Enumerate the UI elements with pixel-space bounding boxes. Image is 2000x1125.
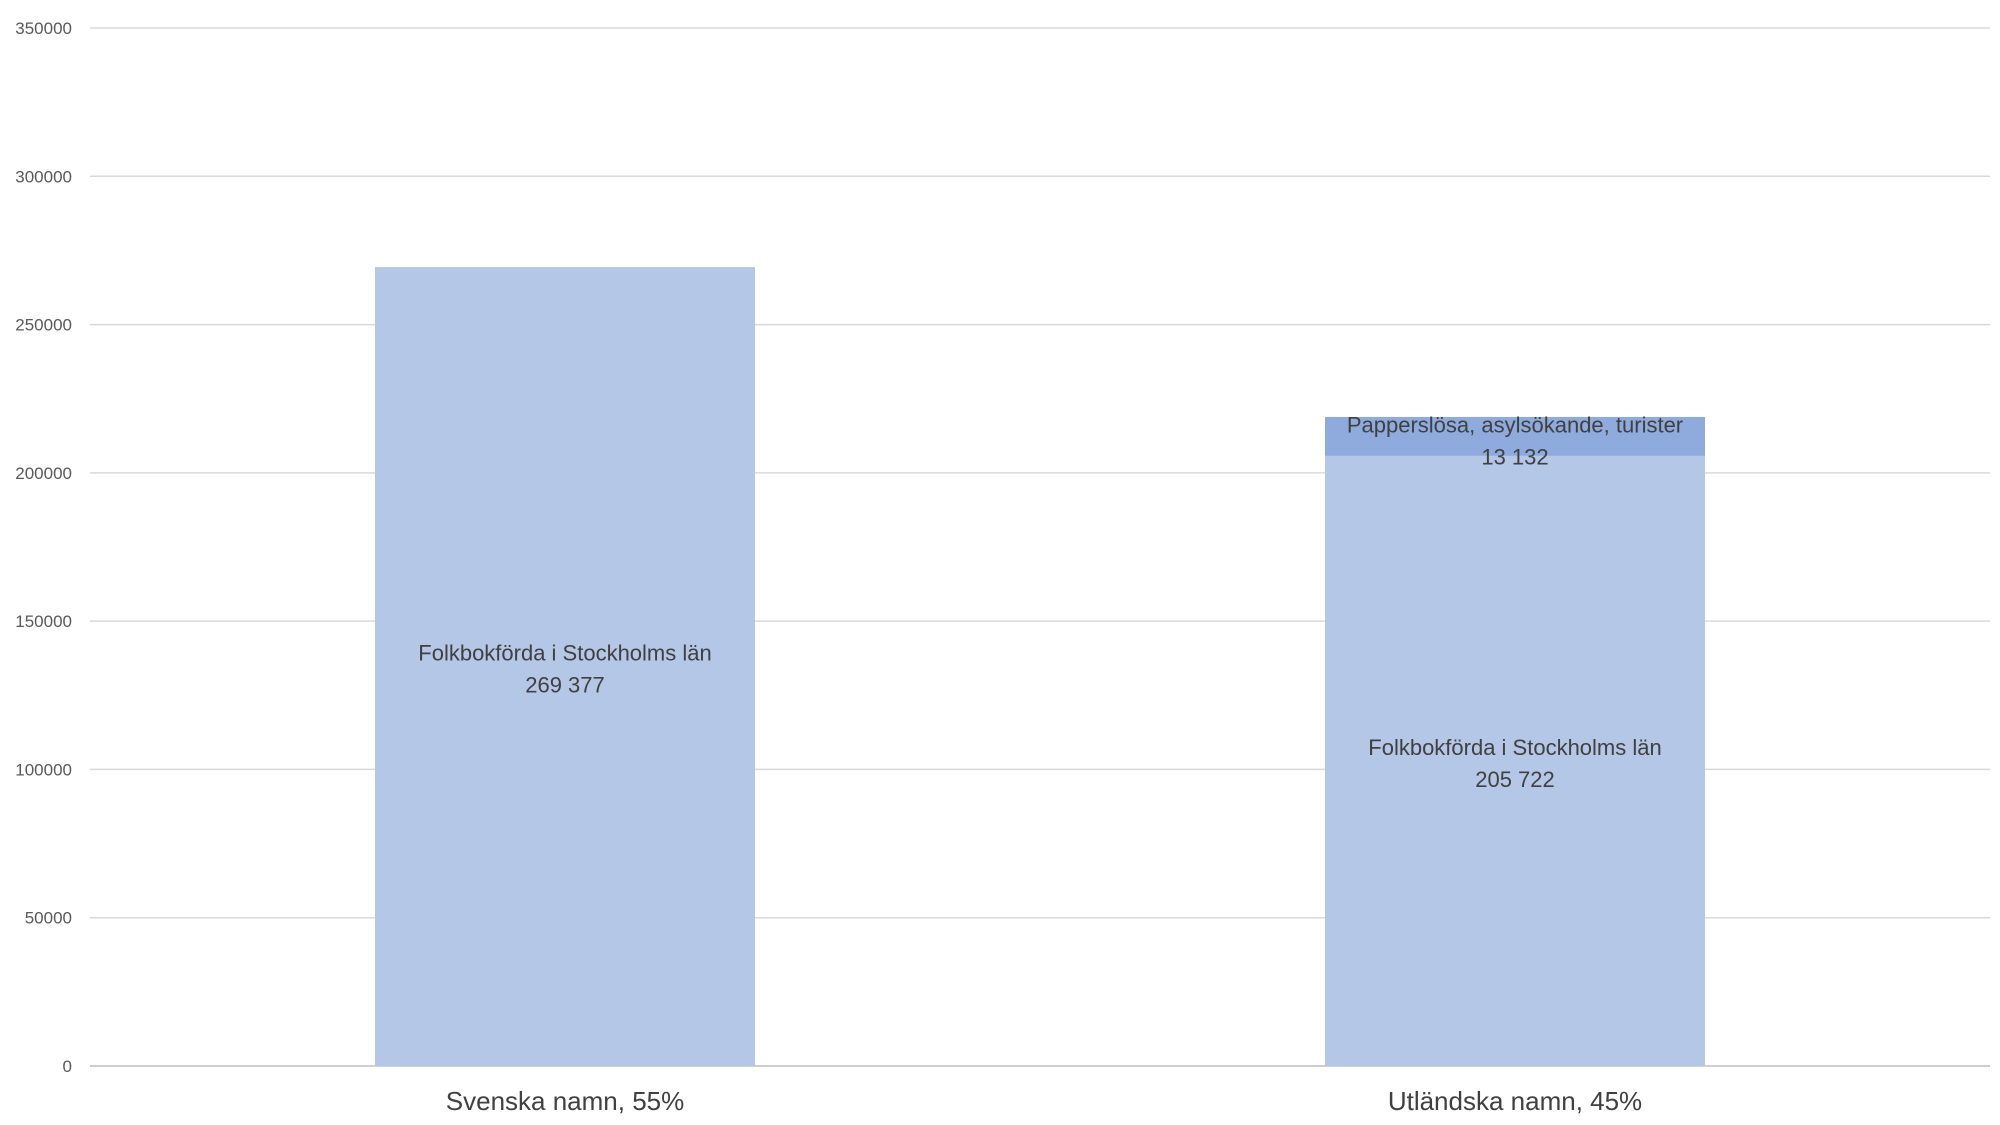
- data-label-series: Folkbokförda i Stockholms län: [1368, 735, 1661, 760]
- y-tick-label: 50000: [25, 909, 72, 928]
- data-labels: Folkbokförda i Stockholms län 269 377 Folk…: [418, 412, 1683, 792]
- bar-segment: [375, 267, 755, 1066]
- y-tick-label: 200000: [15, 464, 72, 483]
- y-tick-label: 300000: [15, 167, 72, 186]
- x-tick-label: Utländska namn, 45%: [1388, 1086, 1642, 1116]
- x-tick-label: Svenska namn, 55%: [446, 1086, 684, 1116]
- bar-segment: [1325, 455, 1705, 1066]
- bars: [375, 267, 1705, 1066]
- y-tick-label: 150000: [15, 612, 72, 631]
- data-label-value: 269 377: [525, 673, 605, 698]
- data-label-value: 205 722: [1475, 767, 1555, 792]
- y-axis-ticks: 0 50000 100000 150000 200000 250000 300000 3500…: [15, 19, 72, 1076]
- data-label-value: 13 132: [1481, 444, 1548, 469]
- x-axis-ticks: Svenska namn, 55% Utländska namn, 45%: [446, 1086, 1642, 1116]
- y-tick-label: 100000: [15, 760, 72, 779]
- data-label-series: Folkbokförda i Stockholms län: [418, 641, 711, 666]
- y-tick-label: 350000: [15, 19, 72, 38]
- y-tick-label: 0: [63, 1057, 72, 1076]
- bar-segment: [1325, 416, 1705, 456]
- y-tick-label: 250000: [15, 316, 72, 335]
- data-label-series: Papperslösa, asylsökande, turister: [1347, 412, 1683, 437]
